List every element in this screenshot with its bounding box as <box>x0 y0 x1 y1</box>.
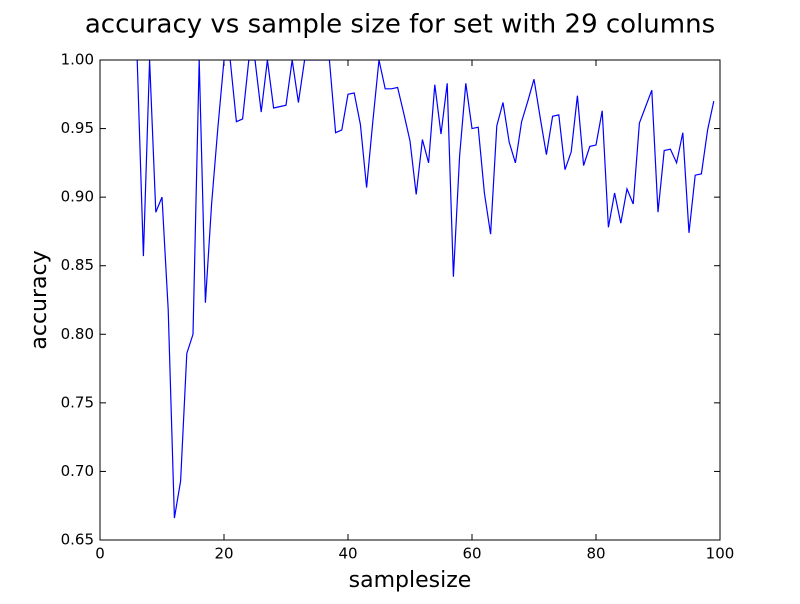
y-tick-label: 1.00 <box>61 51 94 69</box>
y-tick-label: 0.80 <box>61 325 94 343</box>
y-tick-label: 0.90 <box>61 188 94 206</box>
chart-title: accuracy vs sample size for set with 29 … <box>85 10 715 40</box>
data-line <box>136 60 715 519</box>
y-tick-label: 0.75 <box>61 393 94 411</box>
x-tick-label: 0 <box>95 545 105 563</box>
x-tick-label: 80 <box>586 545 605 563</box>
x-axis-label: samplesize <box>349 568 472 593</box>
y-axis-label: accuracy <box>27 250 52 349</box>
plot-frame <box>99 59 721 541</box>
x-tick-label: 20 <box>214 545 233 563</box>
y-tick-label: 0.95 <box>61 119 94 137</box>
x-tick-label: 100 <box>706 545 735 563</box>
y-tick-label: 0.70 <box>61 462 94 480</box>
y-tick-label: 0.65 <box>61 531 94 549</box>
x-tick-label: 60 <box>462 545 481 563</box>
x-tick-label: 40 <box>338 545 357 563</box>
y-tick-label: 0.85 <box>61 256 94 274</box>
